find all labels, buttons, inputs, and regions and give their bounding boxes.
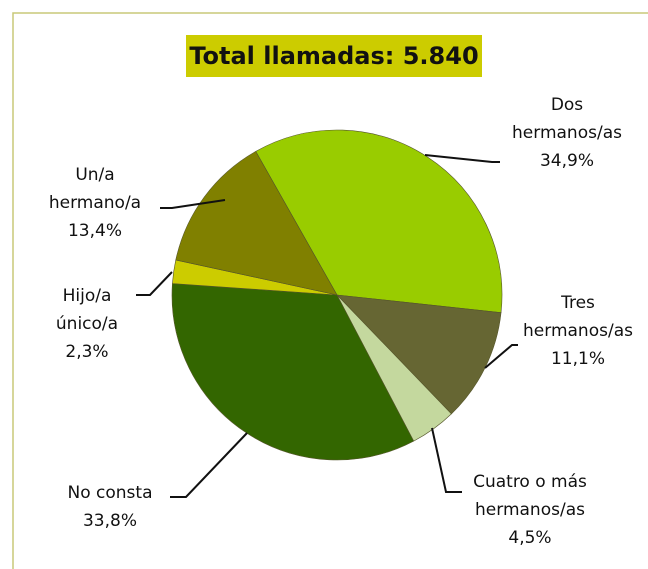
category-label: Tres hermanos/as	[523, 293, 633, 341]
slice-label: No consta 33,8%	[50, 479, 170, 535]
leader-line	[424, 154, 500, 163]
leader-line	[170, 432, 248, 498]
category-label: Cuatro o más hermanos/as	[473, 472, 587, 520]
pie-slice	[255, 129, 503, 313]
slice-label: Un/a hermano/a 13,4%	[30, 161, 160, 245]
category-label: Dos hermanos/as	[512, 95, 622, 143]
slice-label: Cuatro o más hermanos/as 4,5%	[462, 468, 598, 552]
slice-label: Tres hermanos/as 11,1%	[518, 289, 638, 373]
category-label: Un/a hermano/a	[48, 165, 142, 213]
category-label: No consta	[67, 483, 153, 503]
leader-line	[431, 427, 462, 493]
leader-lines	[136, 154, 518, 498]
value-label: 33,8%	[82, 511, 137, 531]
slice-label: Hijo/a único/a 2,3%	[47, 282, 127, 366]
leader-line	[136, 271, 173, 296]
value-label: 4,5%	[508, 528, 552, 548]
pie	[171, 129, 503, 461]
leader-line	[484, 344, 518, 369]
frame	[12, 12, 648, 569]
slice-label: Dos hermanos/as 34,9%	[507, 91, 627, 175]
value-label: 13,4%	[67, 221, 122, 241]
value-label: 34,9%	[539, 151, 594, 171]
value-label: 2,3%	[65, 342, 109, 362]
leader-line	[160, 199, 226, 209]
value-label: 11,1%	[550, 349, 605, 369]
category-label: Hijo/a único/a	[55, 286, 119, 334]
pie-slice	[175, 150, 338, 296]
chart-title: Total llamadas: 5.840	[186, 35, 482, 77]
